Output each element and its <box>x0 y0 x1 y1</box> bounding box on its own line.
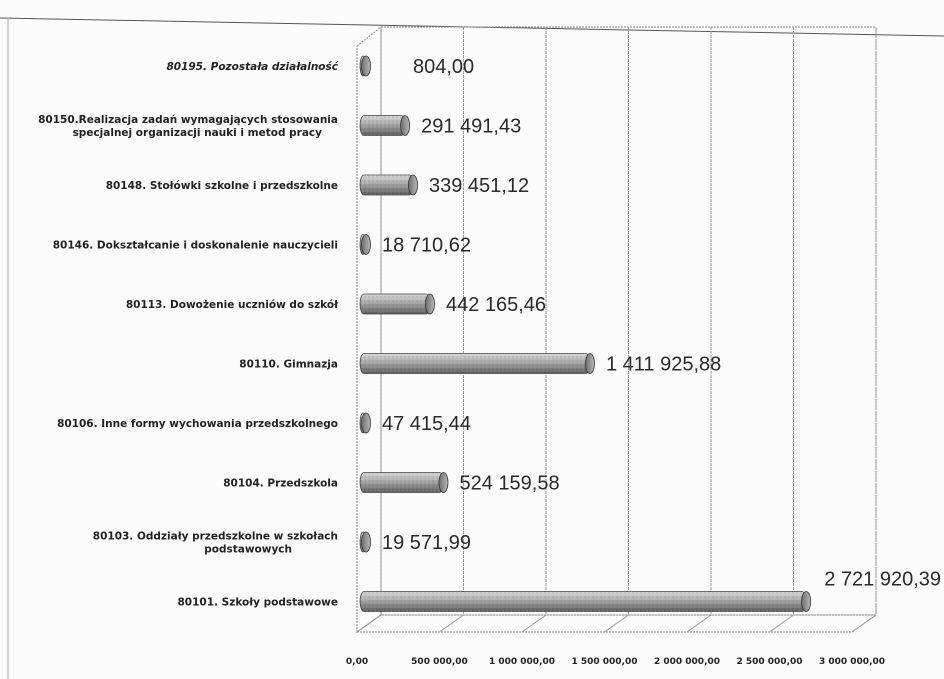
x-grid-floor-line <box>851 614 877 633</box>
bar <box>359 353 595 374</box>
bar-texture <box>360 175 414 195</box>
category-label: 80150.Realizacja zadań wymagających stos… <box>38 114 338 139</box>
bar <box>359 55 371 77</box>
bar <box>359 591 812 612</box>
x-grid-floor-line <box>604 614 629 633</box>
x-tick-label: 3 000 000,00 <box>819 657 885 667</box>
x-grid-floor-line <box>439 614 464 633</box>
bar-end-cap <box>361 55 371 77</box>
category-label: 80101. Szkoły podstawowe <box>178 597 339 609</box>
data-label: 19 571,99 <box>382 532 471 554</box>
data-label: 47 415,44 <box>382 413 471 435</box>
category-label: 80104. Przedszkola <box>223 478 338 490</box>
category-label-line: 80148. Stołówki szkolne i przedszkolne <box>106 180 338 192</box>
bar-texture <box>360 294 430 314</box>
data-label: 18 710,62 <box>382 235 471 257</box>
category-label: 80146. Dokształcanie i doskonalenie nauc… <box>53 240 338 252</box>
data-label: 804,00 <box>413 56 474 78</box>
x-tick-label: 1 500 000,00 <box>571 657 637 667</box>
category-label: 80103. Oddziały przedszkolne w szkołach p… <box>93 531 338 556</box>
category-label: 80113. Dowożenie uczniów do szkół <box>126 299 339 311</box>
labels-layer: 0,00 500 000,00 1 000 000,00 1 500 000,00 2 … <box>38 56 941 667</box>
bar-texture <box>360 591 807 612</box>
bar-end-cap <box>438 472 449 493</box>
x-tick-label: 1 000 000,00 <box>489 657 555 667</box>
bar-end-cap <box>585 353 595 374</box>
bar <box>359 234 371 255</box>
bar-texture <box>360 353 590 374</box>
bars-layer <box>359 55 812 612</box>
bar-end-cap <box>400 115 410 136</box>
x-tick-label: 2 000 000,00 <box>654 657 720 667</box>
bar-end-cap <box>361 531 371 553</box>
category-label-line: specjalnej organizacji nauki i metod pra… <box>73 127 323 139</box>
bar <box>359 531 371 553</box>
bar <box>359 412 371 434</box>
category-label-line: 80150.Realizacja zadań wymagających stos… <box>38 114 338 126</box>
x-grid-floor-line <box>521 614 547 633</box>
category-label-line: 80195. Pozostała działalność <box>166 61 338 73</box>
data-label: 442 165,46 <box>446 294 546 316</box>
bar-end-cap <box>361 412 371 434</box>
bar <box>359 293 435 315</box>
x-tick-label: 0,00 <box>346 657 368 667</box>
x-tick-label: 2 500 000,00 <box>736 657 802 667</box>
category-label-line: 80103. Oddziały przedszkolne w szkołach <box>93 531 338 543</box>
data-label: 2 721 920,39 <box>824 569 941 591</box>
x-tick-label: 500 000,00 <box>411 657 468 667</box>
category-label-line: 80106. Inne formy wychowania przedszkoln… <box>57 418 338 430</box>
bar-end-cap <box>361 234 371 255</box>
x-grid-floor-line <box>686 614 712 633</box>
category-label-line: 80110. Gimnazja <box>239 359 338 371</box>
data-label: 1 411 925,88 <box>606 354 721 376</box>
category-label-line: podstawowych <box>204 544 292 556</box>
data-label: 339 451,12 <box>429 175 529 197</box>
bar <box>359 115 410 136</box>
x-grid-floor-line <box>356 614 382 633</box>
data-label: 291 491,43 <box>421 116 521 138</box>
category-label: 80106. Inne formy wychowania przedszkoln… <box>57 418 338 430</box>
category-label-line: 80101. Szkoły podstawowe <box>178 597 339 609</box>
bar-texture <box>360 472 444 493</box>
bar-end-cap <box>425 293 435 315</box>
category-label: 80110. Gimnazja <box>239 359 338 371</box>
bar <box>359 174 418 196</box>
data-label: 524 159,58 <box>459 473 559 495</box>
category-label-line: 80104. Przedszkola <box>223 478 338 490</box>
bar-end-cap <box>408 174 418 196</box>
category-label: 80195. Pozostała działalność <box>166 61 338 73</box>
bar-texture <box>360 115 406 136</box>
category-label-line: 80146. Dokształcanie i doskonalenie nauc… <box>53 240 338 252</box>
x-grid-floor-line <box>769 614 794 633</box>
bar <box>359 472 449 493</box>
bar-end-cap <box>801 591 812 612</box>
category-label-line: 80113. Dowożenie uczniów do szkół <box>126 299 339 311</box>
category-label: 80148. Stołówki szkolne i przedszkolne <box>106 180 338 192</box>
